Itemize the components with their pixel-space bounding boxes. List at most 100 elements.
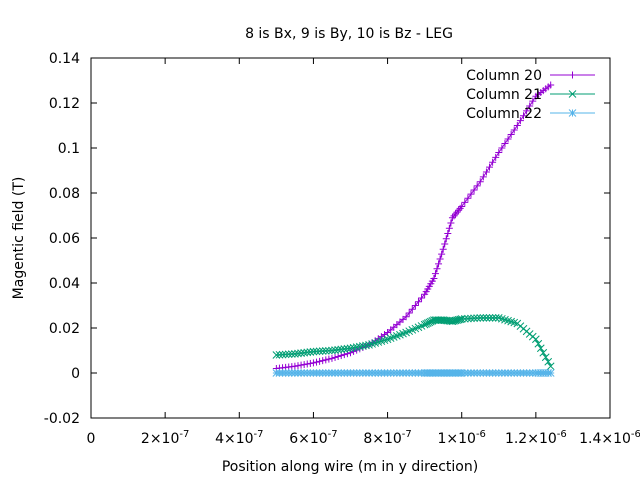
sample-point (399, 329, 407, 338)
x-tick-label: 6×10-7 (289, 429, 337, 447)
sample-point (431, 270, 439, 278)
chart-title: 8 is Bx, 9 is By, 10 is Bz - LEG (245, 26, 453, 42)
sample-point (306, 348, 315, 356)
sample-point (294, 349, 302, 358)
sample-point (544, 83, 552, 91)
sample-point (284, 350, 293, 359)
sample-point (453, 316, 461, 324)
sample-point (539, 348, 548, 357)
sample-point (380, 336, 389, 345)
sample-point (526, 102, 534, 110)
sample-point (441, 240, 449, 248)
sample-point (528, 369, 537, 377)
sample-point (510, 126, 518, 134)
sample-point (331, 353, 339, 361)
sample-point (473, 314, 482, 322)
sample-point (275, 350, 284, 359)
sample-point (325, 355, 333, 363)
series-group (272, 81, 555, 377)
sample-point (418, 294, 426, 302)
sample-point (313, 358, 321, 366)
legend-marker (568, 109, 577, 117)
sample-point (447, 219, 455, 227)
sample-point (485, 314, 494, 322)
sample-point (331, 346, 339, 354)
sample-point (340, 345, 349, 353)
sample-point (464, 194, 472, 202)
sample-point (316, 357, 324, 365)
sample-point (325, 369, 333, 377)
data-point (457, 315, 466, 323)
sample-point (399, 315, 407, 323)
sample-point (399, 369, 407, 377)
x-tick-label: 4×10-7 (215, 429, 263, 447)
sample-point (349, 343, 358, 352)
legend-label: Column 21 (466, 87, 542, 103)
sample-point (300, 348, 309, 357)
sample-point (544, 369, 553, 377)
sample-point (380, 369, 389, 377)
sample-point (504, 135, 512, 143)
sample-point (325, 346, 333, 355)
y-tick-label: 0 (71, 366, 80, 382)
sample-point (541, 353, 550, 362)
data-point (291, 350, 299, 358)
sample-point (488, 314, 497, 322)
legend-marker (568, 90, 577, 98)
sample-point (520, 112, 527, 120)
sample-point (411, 302, 419, 309)
y-tick-label: 0.1 (58, 141, 80, 157)
sample-point (443, 316, 452, 325)
sample-point (306, 369, 315, 377)
sample-point (303, 348, 312, 357)
y-tick-label: 0.12 (49, 96, 80, 112)
sample-point (464, 314, 472, 323)
sample-point (467, 190, 475, 198)
sample-point (312, 347, 321, 356)
sample-point (507, 131, 515, 138)
data-point (328, 346, 336, 355)
sample-point (451, 316, 460, 325)
sample-point (473, 369, 482, 377)
sample-point (435, 260, 443, 268)
x-tick-label: 1.4×10-6 (579, 429, 640, 447)
sample-point (456, 204, 464, 212)
sample-point (322, 356, 330, 364)
sample-point (405, 309, 413, 317)
data-point (439, 245, 447, 253)
series-2 (272, 314, 555, 371)
sample-point (297, 349, 305, 357)
sample-point (470, 314, 478, 323)
sample-point (334, 353, 342, 360)
sample-point (482, 314, 491, 322)
sample-point (426, 317, 435, 326)
sample-point (306, 359, 314, 367)
y-tick-label: 0.06 (49, 231, 80, 247)
sample-point (473, 182, 481, 190)
sample-point (516, 117, 524, 125)
sample-point (287, 350, 296, 358)
sample-point (355, 342, 364, 351)
sample-point (380, 331, 388, 339)
sample-point (444, 230, 452, 237)
sample-point (359, 342, 367, 350)
sample-point (523, 107, 531, 115)
sample-point (433, 265, 441, 273)
sample-point (438, 250, 446, 258)
sample-point (479, 314, 488, 322)
y-tick-label: 0.14 (49, 51, 80, 67)
sample-point (362, 369, 370, 377)
sample-point (334, 345, 342, 354)
sample-point (297, 361, 305, 369)
sample-point (318, 347, 327, 355)
sample-point (343, 344, 352, 353)
legend-label: Column 22 (466, 106, 542, 122)
x-tick-label: 2×10-7 (141, 429, 189, 447)
sample-point (454, 315, 463, 324)
sample-point (315, 347, 324, 356)
sample-point (337, 345, 346, 354)
sample-point (491, 369, 500, 377)
x-tick-label: 8×10-7 (363, 429, 411, 447)
sample-point (417, 322, 426, 330)
